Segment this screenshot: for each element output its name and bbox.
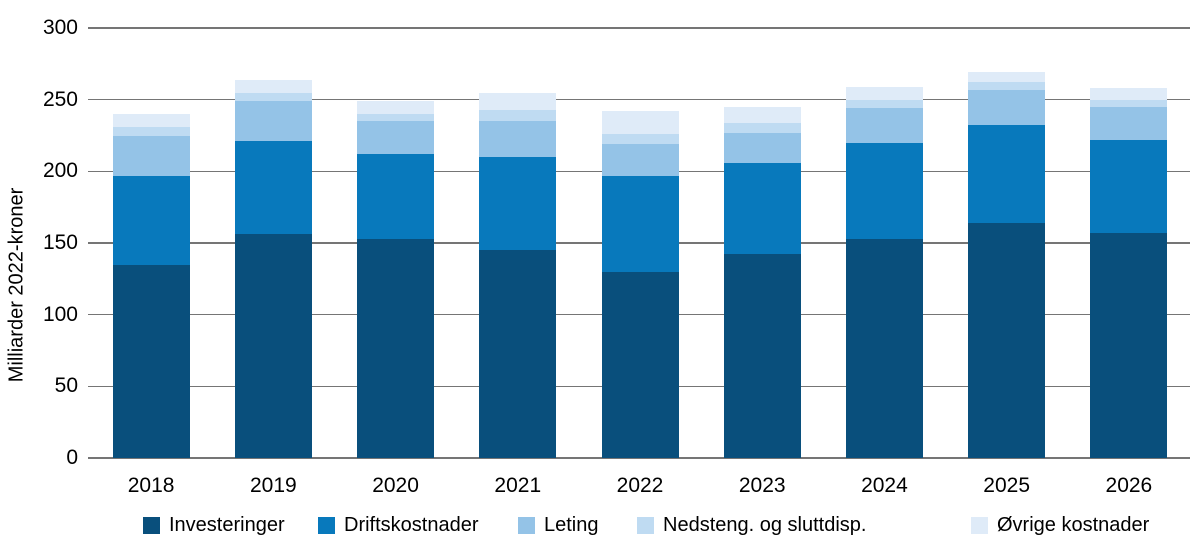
bar-segment-2018-investeringer bbox=[112, 264, 190, 458]
bar-segment-2024-øvrige-kostnader bbox=[845, 86, 923, 100]
bar-segment-2020-leting bbox=[357, 121, 435, 155]
bar-segment-2019-driftskostnader bbox=[234, 141, 312, 235]
bar-segment-2026-nedsteng-og-sluttdisp- bbox=[1090, 99, 1168, 107]
bar-group-2020 bbox=[357, 28, 435, 458]
legend-label: Nedsteng. og sluttdisp. bbox=[663, 513, 867, 536]
bar-segment-2026-leting bbox=[1090, 106, 1168, 140]
bar-segment-2018-øvrige-kostnader bbox=[112, 114, 190, 127]
bar-segment-2018-nedsteng-og-sluttdisp- bbox=[112, 126, 190, 136]
bar-segment-2021-driftskostnader bbox=[479, 157, 557, 251]
y-tick-label-0: 0 bbox=[66, 446, 78, 469]
bar-segment-2022-nedsteng-og-sluttdisp- bbox=[601, 134, 679, 145]
bar-segment-2020-nedsteng-og-sluttdisp- bbox=[357, 114, 435, 122]
gridline-300 bbox=[88, 27, 1190, 29]
bar-segment-2021-leting bbox=[479, 121, 557, 157]
legend-swatch bbox=[318, 516, 335, 534]
legend-swatch bbox=[518, 516, 535, 534]
bar-segment-2020-driftskostnader bbox=[357, 154, 435, 239]
bar-segment-2018-driftskostnader bbox=[112, 175, 190, 265]
legend-swatch bbox=[971, 516, 988, 534]
bar-segment-2018-leting bbox=[112, 135, 190, 176]
bar-segment-2021-investeringer bbox=[479, 250, 557, 458]
bar-segment-2022-øvrige-kostnader bbox=[601, 111, 679, 135]
y-tick-label-250: 250 bbox=[42, 87, 78, 111]
bar-segment-2023-driftskostnader bbox=[723, 162, 801, 255]
x-axis-label-2025: 2025 bbox=[983, 474, 1031, 497]
legend-item-investeringer: Investeringer bbox=[143, 512, 285, 538]
bar-segment-2023-leting bbox=[723, 132, 801, 163]
x-axis-label-2024: 2024 bbox=[861, 474, 908, 497]
legend-swatch bbox=[143, 516, 160, 534]
bar-group-2022 bbox=[601, 28, 679, 458]
y-tick-label-50: 50 bbox=[54, 374, 78, 398]
bar-group-2019 bbox=[234, 28, 312, 458]
gridline-250 bbox=[88, 98, 1190, 101]
bar-segment-2022-leting bbox=[601, 144, 679, 176]
y-tick-label-200: 200 bbox=[42, 159, 78, 183]
legend-item-driftskostnader: Driftskostnader bbox=[318, 512, 479, 538]
bar-segment-2024-investeringer bbox=[845, 238, 923, 458]
x-axis-label-2020: 2020 bbox=[372, 474, 419, 497]
legend-label: Driftskostnader bbox=[344, 513, 479, 536]
bar-group-2023 bbox=[723, 28, 801, 458]
gridline-0 bbox=[88, 457, 1190, 459]
bar-segment-2019-leting bbox=[234, 101, 312, 142]
bar-segment-2025-nedsteng-og-sluttdisp- bbox=[968, 82, 1046, 90]
x-axis-label-2021: 2021 bbox=[494, 474, 542, 497]
legend-swatch bbox=[637, 516, 654, 534]
y-tick-label-300: 300 bbox=[42, 16, 78, 39]
bar-segment-2023-øvrige-kostnader bbox=[723, 106, 801, 123]
legend-label: Leting bbox=[544, 513, 599, 536]
legend-label: Øvrige kostnader bbox=[997, 513, 1150, 536]
bar-segment-2019-øvrige-kostnader bbox=[234, 79, 312, 93]
legend-item-leting: Leting bbox=[518, 512, 599, 538]
bar-segment-2020-investeringer bbox=[357, 238, 435, 458]
bar-segment-2026-driftskostnader bbox=[1090, 139, 1168, 233]
bar-group-2026 bbox=[1090, 28, 1168, 458]
legend-item-nedsteng-og-sluttdisp-: Nedsteng. og sluttdisp. bbox=[637, 512, 866, 538]
bar-group-2021 bbox=[479, 28, 557, 458]
bar-segment-2024-driftskostnader bbox=[845, 142, 923, 239]
y-axis-title: Milliarder 2022-kroner bbox=[5, 187, 28, 383]
x-axis-label-2018: 2018 bbox=[127, 474, 175, 497]
x-axis-label-2026: 2026 bbox=[1105, 474, 1153, 497]
y-tick-label-150: 150 bbox=[42, 231, 78, 254]
bar-segment-2019-investeringer bbox=[234, 234, 312, 458]
bar-segment-2025-driftskostnader bbox=[968, 125, 1046, 223]
bar-segment-2022-investeringer bbox=[601, 271, 679, 458]
bar-group-2018 bbox=[112, 28, 190, 458]
bar-group-2025 bbox=[968, 28, 1046, 458]
bar-segment-2025-investeringer bbox=[968, 222, 1046, 458]
x-axis-label-2022: 2022 bbox=[616, 474, 664, 497]
bar-segment-2024-leting bbox=[845, 108, 923, 143]
plot-area bbox=[88, 27, 1190, 459]
x-axis-label-2023: 2023 bbox=[738, 474, 786, 497]
x-axis-label-2019: 2019 bbox=[249, 474, 297, 497]
bar-group-2024 bbox=[845, 28, 923, 458]
bar-segment-2021-nedsteng-og-sluttdisp- bbox=[479, 109, 557, 122]
legend-item-øvrige-kostnader: Øvrige kostnader bbox=[971, 512, 1149, 538]
bar-segment-2023-investeringer bbox=[723, 254, 801, 458]
y-tick-label-100: 100 bbox=[42, 302, 78, 326]
bar-segment-2022-driftskostnader bbox=[601, 175, 679, 272]
bar-segment-2026-investeringer bbox=[1090, 232, 1168, 458]
bar-segment-2025-øvrige-kostnader bbox=[968, 72, 1046, 83]
bar-segment-2023-nedsteng-og-sluttdisp- bbox=[723, 122, 801, 133]
legend-label: Investeringer bbox=[169, 513, 285, 536]
bar-segment-2026-øvrige-kostnader bbox=[1090, 88, 1168, 100]
bar-segment-2019-nedsteng-og-sluttdisp- bbox=[234, 92, 312, 102]
bar-segment-2020-øvrige-kostnader bbox=[357, 101, 435, 114]
bar-segment-2025-leting bbox=[968, 89, 1046, 126]
bar-segment-2021-øvrige-kostnader bbox=[479, 92, 557, 110]
bar-segment-2024-nedsteng-og-sluttdisp- bbox=[845, 99, 923, 109]
